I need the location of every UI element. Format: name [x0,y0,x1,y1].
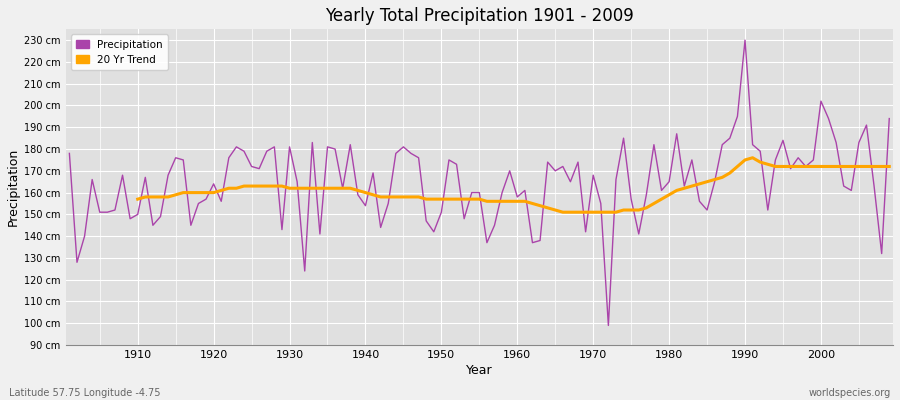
Title: Yearly Total Precipitation 1901 - 2009: Yearly Total Precipitation 1901 - 2009 [325,7,634,25]
Text: Latitude 57.75 Longitude -4.75: Latitude 57.75 Longitude -4.75 [9,388,160,398]
X-axis label: Year: Year [466,364,492,377]
Legend: Precipitation, 20 Yr Trend: Precipitation, 20 Yr Trend [71,34,167,70]
Text: worldspecies.org: worldspecies.org [809,388,891,398]
Y-axis label: Precipitation: Precipitation [7,148,20,226]
